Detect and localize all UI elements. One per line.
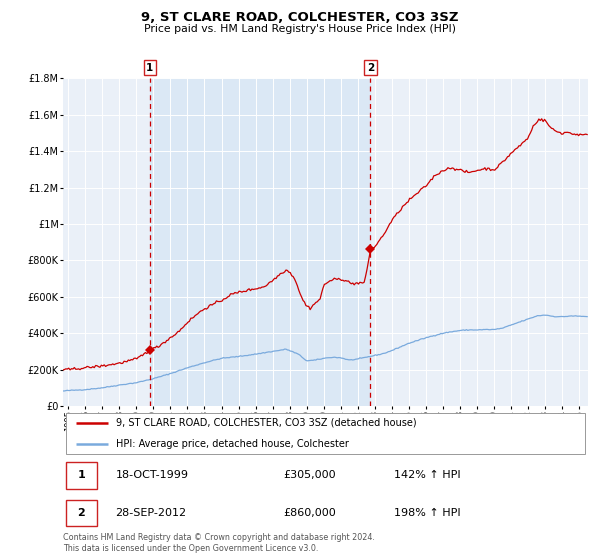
Text: 198% ↑ HPI: 198% ↑ HPI: [394, 508, 460, 518]
Text: 142% ↑ HPI: 142% ↑ HPI: [394, 470, 460, 480]
Text: 2: 2: [77, 508, 85, 518]
Text: 2: 2: [367, 63, 374, 73]
Text: 1: 1: [77, 470, 85, 480]
Text: £860,000: £860,000: [284, 508, 336, 518]
Text: 1: 1: [146, 63, 154, 73]
Text: Contains HM Land Registry data © Crown copyright and database right 2024.
This d: Contains HM Land Registry data © Crown c…: [63, 533, 375, 553]
Text: HPI: Average price, detached house, Colchester: HPI: Average price, detached house, Colc…: [115, 439, 349, 449]
Text: 9, ST CLARE ROAD, COLCHESTER, CO3 3SZ: 9, ST CLARE ROAD, COLCHESTER, CO3 3SZ: [141, 11, 459, 24]
Bar: [65, 462, 97, 488]
Text: £305,000: £305,000: [284, 470, 336, 480]
Text: 28-SEP-2012: 28-SEP-2012: [115, 508, 187, 518]
Text: Price paid vs. HM Land Registry's House Price Index (HPI): Price paid vs. HM Land Registry's House …: [144, 24, 456, 34]
Bar: [65, 500, 97, 526]
Bar: [150, 78, 370, 406]
Text: 9, ST CLARE ROAD, COLCHESTER, CO3 3SZ (detached house): 9, ST CLARE ROAD, COLCHESTER, CO3 3SZ (d…: [115, 418, 416, 428]
Text: 18-OCT-1999: 18-OCT-1999: [115, 470, 188, 480]
